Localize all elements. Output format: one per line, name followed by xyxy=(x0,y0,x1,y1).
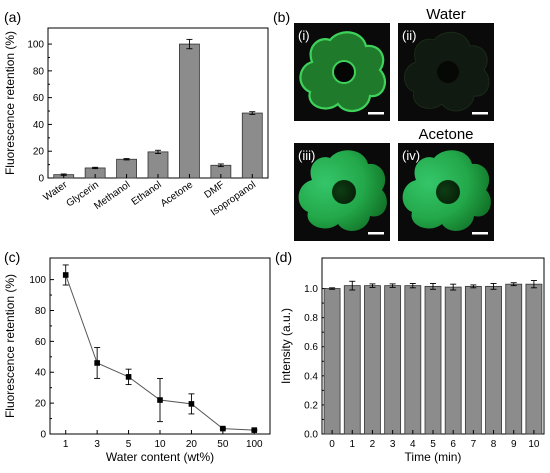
data-point xyxy=(157,397,163,403)
y-tick-label: 0.4 xyxy=(304,371,318,382)
bar xyxy=(323,288,341,435)
bar xyxy=(505,283,523,435)
y-axis-title: Intensity (a.u.) xyxy=(279,308,293,384)
y-tick-label: 80 xyxy=(33,66,45,77)
y-tick-label: 60 xyxy=(35,337,47,348)
x-tick-label: Acetone xyxy=(159,179,196,209)
bar xyxy=(343,285,361,435)
bar xyxy=(444,286,462,435)
y-tick-label: 0 xyxy=(38,174,44,185)
x-tick-label: Ethanol xyxy=(130,179,164,207)
micrograph-iv: (iv) xyxy=(398,143,494,241)
panel-label-a: (a) xyxy=(4,9,21,25)
x-tick-label: 9 xyxy=(511,439,517,450)
micrograph-tag-iv: (iv) xyxy=(402,148,420,163)
x-tick-label: 0 xyxy=(329,439,335,450)
x-tick-label: 2 xyxy=(370,439,376,450)
micrograph-tag-i: (i) xyxy=(298,28,310,43)
x-tick-label: 4 xyxy=(410,439,416,450)
x-tick-label: 100 xyxy=(246,439,263,450)
panel-label-c: (c) xyxy=(4,249,20,265)
x-tick-label: DMF xyxy=(203,179,227,200)
bar xyxy=(424,285,442,435)
micrograph-iii: (iii) xyxy=(294,143,390,241)
micrograph-tag-iii: (iii) xyxy=(298,148,315,163)
scale-bar-i xyxy=(368,112,384,115)
scale-bar-iii xyxy=(368,232,384,235)
x-tick-label: 1 xyxy=(349,439,355,450)
scale-bar-ii xyxy=(472,112,488,115)
data-point xyxy=(220,425,226,432)
y-tick-label: 100 xyxy=(29,275,46,286)
flower-hole-ii xyxy=(437,61,459,83)
panel-label-d: (d) xyxy=(275,249,292,265)
micrograph-tag-ii: (ii) xyxy=(402,28,416,43)
x-tick-label: 3 xyxy=(390,439,396,450)
y-tick-label: 0.8 xyxy=(304,313,318,324)
flower-hole-iii xyxy=(332,180,356,204)
data-point xyxy=(94,360,100,366)
flower-hole-iv xyxy=(436,180,460,204)
x-axis-title: Time (min) xyxy=(405,450,462,464)
y-tick-label: 0.0 xyxy=(304,430,318,441)
y-tick-label: 40 xyxy=(33,120,45,131)
micrograph-i: (i) xyxy=(294,23,390,121)
y-tick-label: 80 xyxy=(35,306,47,317)
flower-hole-i xyxy=(332,60,356,84)
x-tick-label: 8 xyxy=(491,439,497,450)
micrograph-panel: Water Acetone (i) (ii) (iii) xyxy=(294,6,494,241)
x-tick-label: 5 xyxy=(126,439,132,450)
y-tick-label: 100 xyxy=(27,40,44,51)
x-tick-label: Methanol xyxy=(92,179,132,212)
x-axis-title: Water content (wt%) xyxy=(106,450,214,464)
bar xyxy=(179,43,200,179)
y-axis-title: Fluorescence retention (%) xyxy=(3,31,17,175)
bar xyxy=(404,285,422,435)
scale-bar-iv xyxy=(472,232,488,235)
x-tick-label: 7 xyxy=(471,439,477,450)
x-tick-label: 50 xyxy=(217,439,229,450)
water-title: Water xyxy=(426,6,465,23)
y-tick-label: 60 xyxy=(33,93,45,104)
y-axis-title: Fluorescence retention (%) xyxy=(3,274,17,418)
y-tick-label: 0.2 xyxy=(304,400,318,411)
micrograph-ii: (ii) xyxy=(398,23,494,121)
x-tick-label: 5 xyxy=(430,439,436,450)
x-tick-label: 1 xyxy=(63,439,69,450)
y-tick-label: 40 xyxy=(35,368,47,379)
x-tick-label: 3 xyxy=(94,439,100,450)
y-tick-label: 20 xyxy=(33,147,45,158)
bar xyxy=(364,285,381,435)
bar xyxy=(485,285,502,435)
x-tick-label: 6 xyxy=(450,439,456,450)
y-tick-label: 1.0 xyxy=(304,284,318,295)
acetone-title: Acetone xyxy=(418,126,473,143)
y-tick-label: 0.6 xyxy=(304,342,318,353)
data-point xyxy=(62,272,69,278)
y-tick-label: 0 xyxy=(40,430,46,441)
x-tick-label: 20 xyxy=(186,439,198,450)
chart-d: 0.0 0.2 0.4 0.6 0.8 1.0 Intensity (a.u.) Time (… xyxy=(279,257,545,464)
panel-label-b: (b) xyxy=(273,9,290,25)
bar xyxy=(525,283,543,435)
x-tick-label: 10 xyxy=(528,439,540,450)
bar xyxy=(464,285,482,435)
data-point xyxy=(188,401,195,407)
data-point xyxy=(125,374,132,380)
x-tick-label: 10 xyxy=(154,439,166,450)
bar xyxy=(241,112,263,179)
y-tick-label: 20 xyxy=(35,399,47,410)
bar xyxy=(384,285,402,435)
chart-c: 0 20 40 60 80 100 Fluorescence retention (%) Wa… xyxy=(3,257,271,464)
